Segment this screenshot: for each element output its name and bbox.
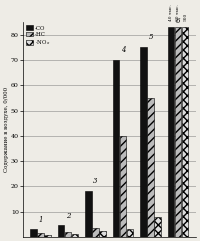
Text: 30 тыс.: 30 тыс. (176, 4, 180, 21)
Bar (182, 27, 188, 237)
Bar (147, 98, 154, 237)
Text: 40 тыс.: 40 тыс. (169, 4, 173, 21)
Text: 5: 5 (148, 33, 153, 41)
Bar (72, 234, 78, 237)
Bar (127, 229, 133, 237)
Bar (140, 47, 147, 237)
Y-axis label: Содержание в воздухе, 0/000: Содержание в воздухе, 0/000 (4, 87, 9, 172)
Bar (99, 231, 106, 237)
Bar (85, 191, 92, 237)
Text: 2: 2 (66, 212, 70, 221)
Legend: -CO, -HC, -NO$_x$: -CO, -HC, -NO$_x$ (26, 25, 51, 47)
Bar (154, 217, 161, 237)
Bar (113, 60, 119, 237)
Bar (37, 233, 44, 237)
Bar (175, 27, 181, 237)
Bar (58, 226, 64, 237)
Text: 3: 3 (93, 177, 98, 185)
Bar (30, 229, 37, 237)
Text: 500: 500 (183, 13, 187, 21)
Bar (168, 27, 174, 237)
Bar (65, 232, 71, 237)
Bar (92, 228, 99, 237)
Text: 1: 1 (38, 216, 43, 224)
Bar (44, 235, 51, 237)
Text: 6: 6 (176, 17, 180, 25)
Bar (120, 136, 126, 237)
Text: 4: 4 (121, 46, 125, 54)
